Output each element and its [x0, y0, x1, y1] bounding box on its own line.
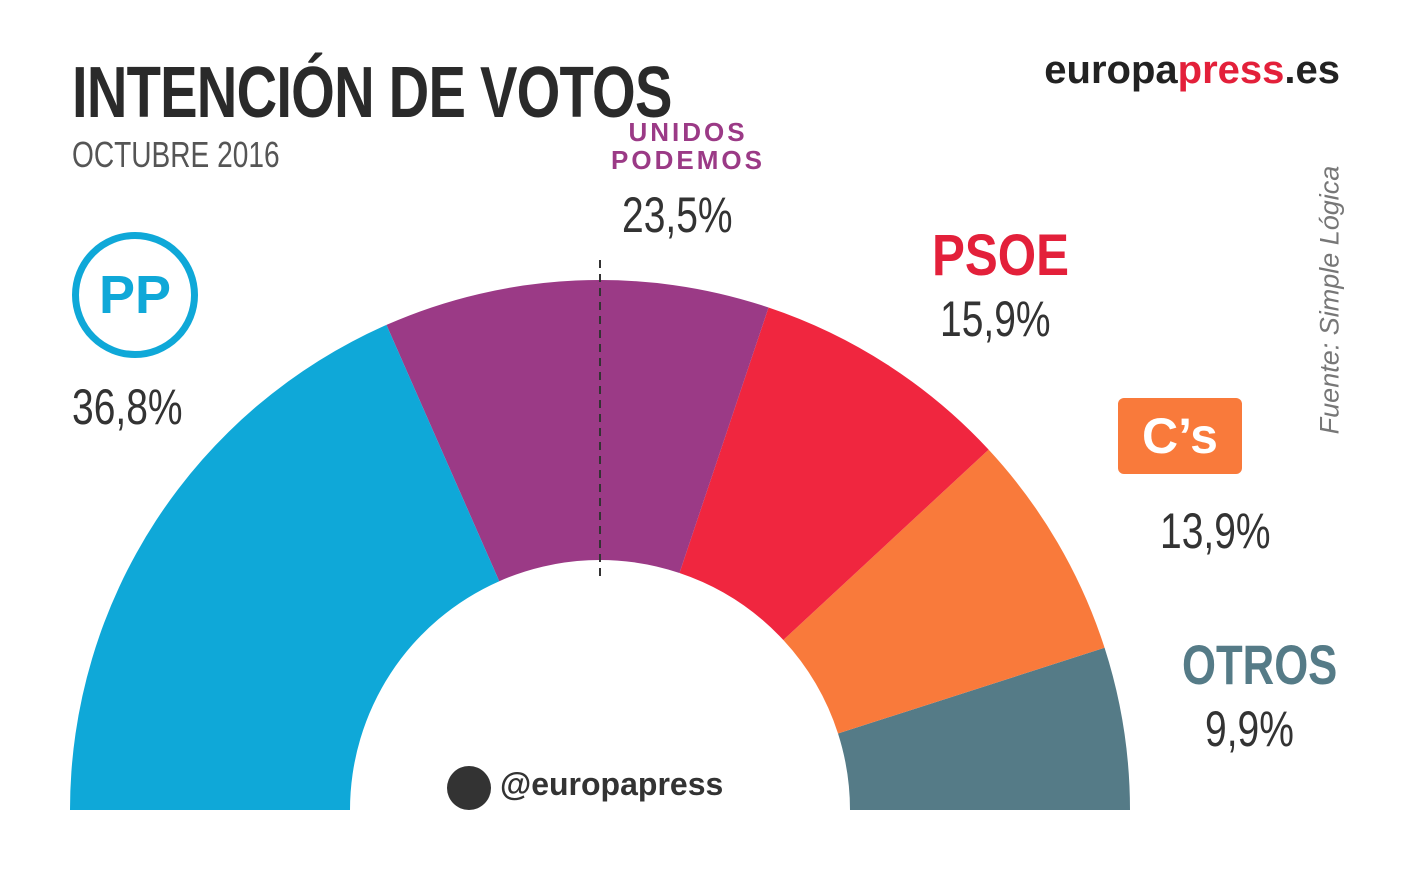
- category-label: PSOE: [932, 223, 1069, 288]
- value-label: 36,8%: [72, 379, 183, 435]
- segment: [838, 647, 1130, 810]
- value-label: 9,9%: [1205, 701, 1294, 757]
- value-label: 13,9%: [1160, 503, 1271, 559]
- brand: europapress.es: [1044, 48, 1340, 93]
- brand-part: europa: [1044, 48, 1178, 92]
- chart-subtitle: OCTUBRE 2016: [72, 134, 280, 175]
- handle: @europapress: [500, 766, 724, 802]
- source: Fuente: Simple Lógica: [1314, 165, 1345, 435]
- value-label: 15,9%: [940, 291, 1051, 347]
- brand-part: .es: [1284, 48, 1340, 92]
- category-label: PP: [72, 232, 198, 358]
- segment: [783, 449, 1105, 734]
- segment: [679, 307, 989, 641]
- chart-title: INTENCIÓN DE VOTOS: [72, 53, 672, 133]
- segment: [70, 324, 500, 810]
- value-label: 23,5%: [622, 187, 733, 243]
- brand-part: press: [1177, 48, 1285, 92]
- category-label: UNIDOS PODEMOS: [611, 117, 765, 175]
- category-label: OTROS: [1182, 633, 1338, 696]
- category-label: C’s: [1118, 398, 1242, 474]
- segment: [386, 279, 769, 582]
- twitter-icon: [447, 766, 491, 810]
